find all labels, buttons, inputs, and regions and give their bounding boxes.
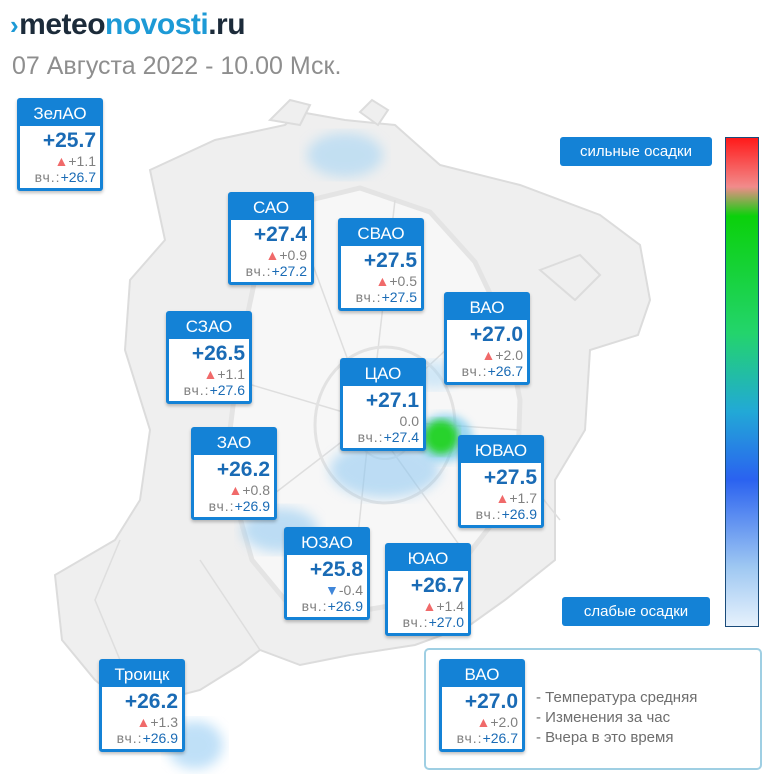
district-card-vao[interactable]: ВАО +27.0 ▲+2.0 вч.:+26.7 [444,292,530,385]
yesterday-temperature: +26.7 [482,730,518,746]
district-temperature: +27.5 [483,466,537,489]
yesterday-label: вч.: [208,498,235,514]
hourly-change: +1.4 [436,598,464,614]
district-name: ЗАО [194,430,274,455]
logo-text-ru: .ru [208,8,246,41]
district-temperature: +26.2 [124,690,178,713]
hourly-change: +2.0 [490,714,518,730]
district-name: ЮЗАО [287,530,367,555]
yesterday-temperature: +27.4 [383,429,419,445]
hourly-change: +2.0 [495,347,523,363]
district-card-troitsk[interactable]: Троицк +26.2 ▲+1.3 вч.:+26.9 [99,659,185,752]
yesterday-label: вч.: [355,289,382,305]
district-card-yuvao[interactable]: ЮВАО +27.5 ▲+1.7 вч.:+26.9 [458,435,544,528]
district-card-zelao[interactable]: ЗелАО +25.7 ▲+1.1 вч.:+26.7 [17,98,103,191]
site-logo[interactable]: › meteo novosti .ru [10,8,246,42]
yesterday-label: вч.: [475,506,502,522]
district-card-yuzao[interactable]: ЮЗАО +25.8 ▼-0.4 вч.:+26.9 [284,527,370,620]
yesterday-temperature: +27.6 [209,382,245,398]
yesterday-temperature: +26.9 [234,498,270,514]
hourly-change: +0.5 [389,273,417,289]
arrow-up-icon: ▲ [203,366,218,382]
district-name: СЗАО [169,314,249,339]
legend-descriptions: - Температура средняя - Изменения за час… [536,688,697,748]
hourly-change: +1.3 [150,714,178,730]
forecast-datetime: 07 Августа 2022 - 10.00 Мск. [12,52,342,80]
district-name: Троицк [102,662,182,687]
district-temperature: +26.7 [410,574,464,597]
arrow-up-icon: ▲ [476,714,491,730]
logo-text-meteo: meteo [19,8,106,41]
yesterday-label: вч.: [301,598,328,614]
hourly-change: +1.7 [509,490,537,506]
hourly-change: -0.4 [338,582,363,598]
district-temperature: +27.1 [365,389,419,412]
yesterday-temperature: +27.2 [271,263,307,279]
hourly-change: +1.1 [217,366,245,382]
yesterday-temperature: +26.7 [487,363,523,379]
district-temperature: +26.2 [216,458,270,481]
light-precipitation-label: слабые осадки [562,597,710,626]
district-card-svao[interactable]: СВАО +27.5 ▲+0.5 вч.:+27.5 [338,218,424,311]
arrow-up-icon: ▲ [422,598,437,614]
district-name: ЮАО [388,546,468,571]
yesterday-label: вч.: [183,382,210,398]
district-temperature: +27.5 [363,249,417,272]
district-card-zao[interactable]: ЗАО +26.2 ▲+0.8 вч.:+26.9 [191,427,277,520]
arrow-up-icon: ▲ [495,490,510,506]
arrow-up-icon: ▲ [481,347,496,363]
logo-text-novosti: novosti [105,8,209,41]
legend-item-yesterday: - Вчера в это время [536,729,674,746]
yesterday-temperature: +26.7 [60,169,96,185]
district-name: ВАО [447,295,527,320]
legend-item-hourly-change: - Изменения за час [536,709,671,726]
logo-mark-icon: › [10,9,19,40]
arrow-up-icon: ▲ [136,714,151,730]
yesterday-label: вч.: [456,730,483,746]
district-name: САО [231,195,311,220]
hourly-change: +0.8 [242,482,270,498]
district-temperature: +25.8 [309,558,363,581]
heavy-precipitation-label: сильные осадки [560,137,712,166]
yesterday-label: вч.: [402,614,429,630]
arrow-up-icon: ▲ [228,482,243,498]
yesterday-label: вч.: [461,363,488,379]
arrow-up-icon: ▲ [265,247,280,263]
yesterday-label: вч.: [357,429,384,445]
legend-sample-card: ВАО +27.0 ▲+2.0 вч.:+26.7 [439,659,525,752]
arrow-down-icon: ▼ [325,582,339,598]
hourly-change: 0.0 [399,413,419,429]
legend-item-average-temp: - Температура средняя [536,689,698,706]
yesterday-label: вч.: [34,169,61,185]
district-temperature: +26.5 [191,342,245,365]
yesterday-temperature: +26.9 [327,598,363,614]
yesterday-temperature: +27.5 [381,289,417,305]
yesterday-label: вч.: [116,730,143,746]
district-card-cao[interactable]: ЦАО +27.1 0.0 вч.:+27.4 [340,358,426,451]
district-card-szao[interactable]: СЗАО +26.5 ▲+1.1 вч.:+27.6 [166,311,252,404]
precipitation-scale-bar [725,137,759,627]
district-temperature: +27.0 [469,323,523,346]
district-name: ЮВАО [461,438,541,463]
arrow-up-icon: ▲ [375,273,390,289]
district-name: ЦАО [343,361,423,386]
arrow-up-icon: ▲ [54,153,69,169]
district-temperature: +25.7 [42,129,96,152]
district-temperature: +27.4 [253,223,307,246]
legend-panel: ВАО +27.0 ▲+2.0 вч.:+26.7 - Температура … [424,648,762,770]
district-name: СВАО [341,221,421,246]
hourly-change: +1.1 [68,153,96,169]
yesterday-temperature: +27.0 [428,614,464,630]
yesterday-label: вч.: [245,263,272,279]
district-name: ЗелАО [20,101,100,126]
district-card-sao[interactable]: САО +27.4 ▲+0.9 вч.:+27.2 [228,192,314,285]
yesterday-temperature: +26.9 [501,506,537,522]
district-temperature: +27.0 [464,690,518,713]
hourly-change: +0.9 [279,247,307,263]
district-name: ВАО [442,662,522,687]
yesterday-temperature: +26.9 [142,730,178,746]
district-card-yuao[interactable]: ЮАО +26.7 ▲+1.4 вч.:+27.0 [385,543,471,636]
